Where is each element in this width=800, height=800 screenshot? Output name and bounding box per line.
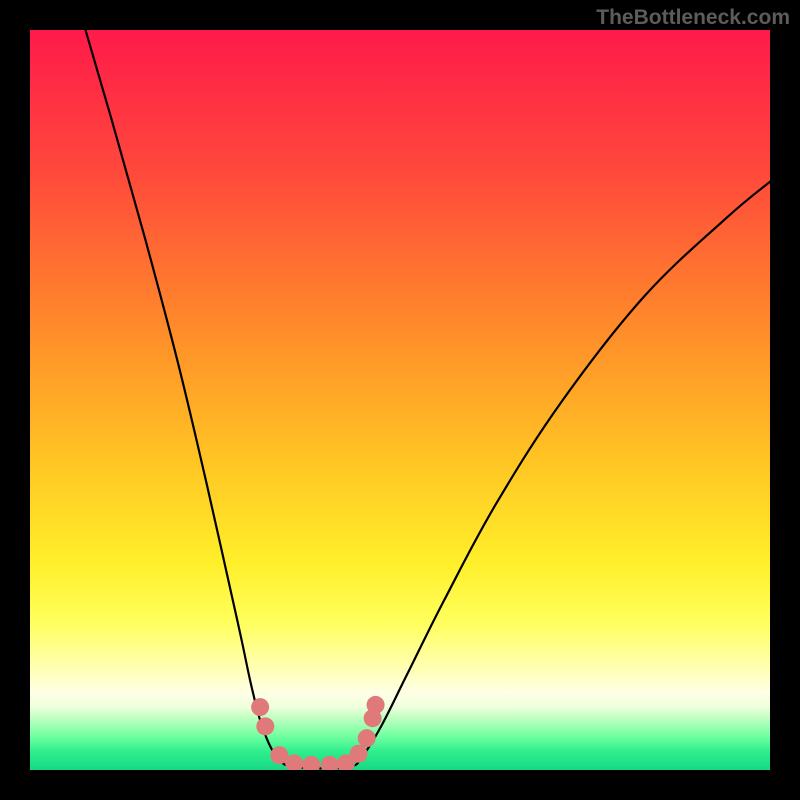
marker-point [358,729,376,747]
marker-point [321,756,339,770]
curve-overlay [30,30,770,770]
chart-container: TheBottleneck.com [0,0,800,800]
marker-point [302,756,320,770]
plot-area [30,30,770,770]
curve-markers [251,696,384,770]
marker-point [367,696,385,714]
marker-point [251,698,269,716]
bottleneck-curve [86,30,771,768]
watermark-text: TheBottleneck.com [596,6,790,30]
marker-point [350,745,368,763]
marker-point [256,717,274,735]
